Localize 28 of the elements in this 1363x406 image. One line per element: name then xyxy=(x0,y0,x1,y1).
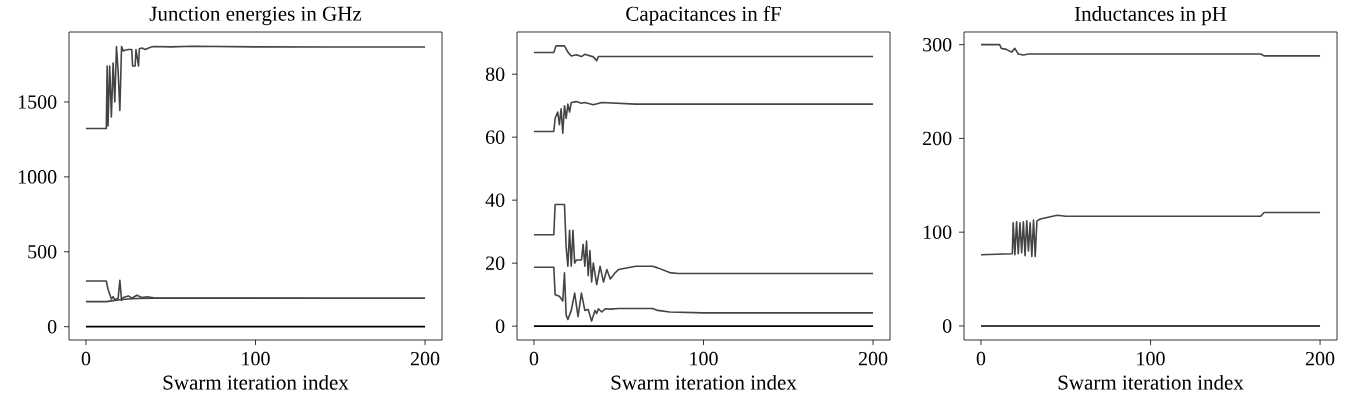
chart-title: Junction energies in GHz xyxy=(149,6,362,26)
y-tick-label: 80 xyxy=(485,67,505,81)
x-tick-label: 0 xyxy=(81,351,91,366)
x-tick-label: 100 xyxy=(690,351,718,366)
y-tick-label: 0 xyxy=(495,319,505,333)
y-tick-label: 40 xyxy=(485,193,505,207)
x-tick-label: 200 xyxy=(410,351,440,366)
y-tick-label: 0 xyxy=(47,319,57,334)
x-tick-label: 200 xyxy=(858,351,888,366)
y-tick-label: 500 xyxy=(28,245,57,259)
x-tick-label: 200 xyxy=(1305,351,1335,366)
y-tick-label: 300 xyxy=(923,37,952,52)
x-tick-label: 0 xyxy=(976,351,986,366)
x-tick-label: 0 xyxy=(529,351,539,366)
y-tick-label: 100 xyxy=(923,225,952,239)
x-tick-label: 100 xyxy=(1137,351,1165,366)
chart-title: Inductances in pH xyxy=(1074,6,1227,26)
x-tick-label: 100 xyxy=(242,351,270,366)
x-axis-title: Swarm iteration index xyxy=(1058,374,1244,390)
x-axis-title: Swarm iteration index xyxy=(163,374,349,390)
y-tick-label: 1500 xyxy=(18,95,57,109)
y-tick-label: 0 xyxy=(942,319,952,333)
y-tick-label: 60 xyxy=(486,130,505,144)
y-tick-label: 200 xyxy=(923,131,952,146)
x-axis-title: Swarm iteration index xyxy=(611,374,797,390)
y-tick-label: 1000 xyxy=(18,170,57,184)
y-tick-label: 20 xyxy=(486,256,505,270)
chart-title: Capacitances in fF xyxy=(626,5,781,26)
